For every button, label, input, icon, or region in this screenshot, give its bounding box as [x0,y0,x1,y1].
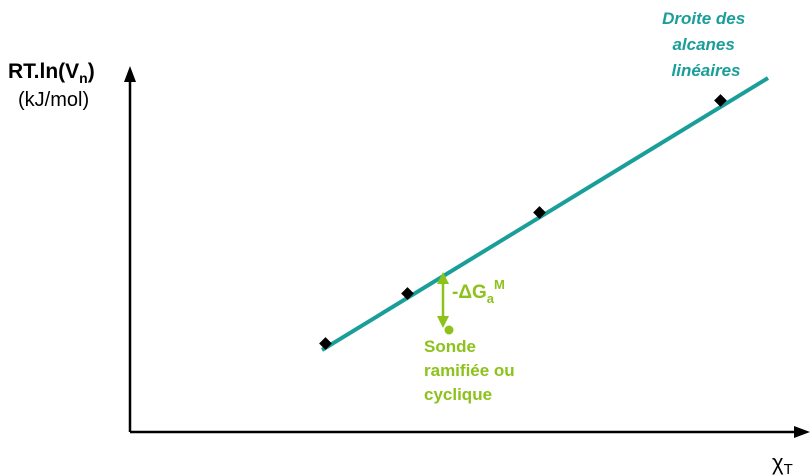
delta-g-arrowhead-top [437,272,449,284]
y-axis-unit: (kJ/mol) [18,89,89,111]
alkanes-line-label: Droite des alcanes linéaires [662,9,750,80]
alkane-point-2 [401,287,414,300]
y-axis-arrowhead [124,66,136,82]
delta-g-arrowhead-bottom [437,316,449,328]
x-axis-label: χT [772,450,793,476]
alkanes-regression-line [320,76,770,352]
x-axis-arrowhead [794,426,810,438]
y-axis-label: RT.ln(Vn) [8,60,95,86]
probe-label: Sonde ramifiée ou cyclique [424,337,519,404]
alkane-point-1 [319,337,332,350]
delta-g-label: -ΔGaM [452,277,505,306]
probe-point [444,325,454,335]
